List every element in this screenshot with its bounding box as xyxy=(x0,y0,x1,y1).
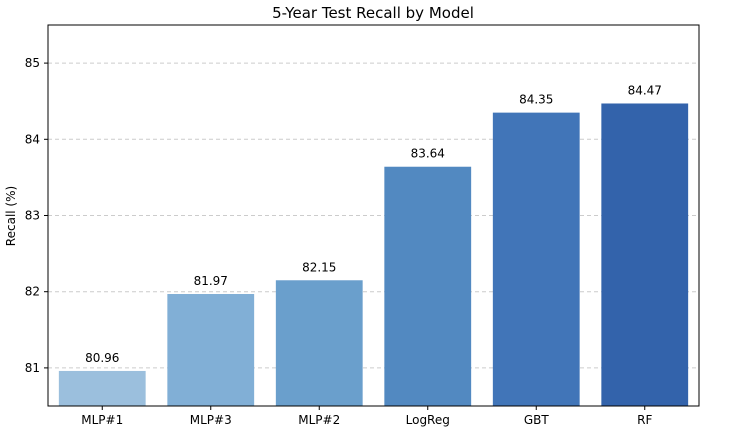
y-tick-label: 81 xyxy=(25,361,40,375)
x-tick-label: MLP#2 xyxy=(298,413,340,427)
bars xyxy=(58,103,689,407)
x-tick-label: GBT xyxy=(524,413,550,427)
data-label: 84.35 xyxy=(519,93,553,107)
data-labels: 80.96 81.97 82.15 83.64 84.35 84.47 xyxy=(85,83,662,364)
data-label: 84.47 xyxy=(628,83,662,97)
bar xyxy=(167,293,255,406)
x-tick-label: MLP#1 xyxy=(81,413,123,427)
x-tick-label: LogReg xyxy=(406,413,450,427)
x-axis-ticks: MLP#1 MLP#3 MLP#2 LogReg GBT RF xyxy=(81,406,652,427)
y-tick-label: 84 xyxy=(25,132,40,146)
y-axis-ticks: 81 82 83 84 85 xyxy=(25,56,48,375)
bar xyxy=(384,166,472,406)
x-tick-label: MLP#3 xyxy=(190,413,232,427)
x-tick-label: RF xyxy=(637,413,652,427)
bar xyxy=(275,280,363,406)
data-label: 80.96 xyxy=(85,351,119,365)
y-tick-label: 82 xyxy=(25,285,40,299)
bar xyxy=(492,112,580,406)
y-axis-label: Recall (%) xyxy=(4,186,18,246)
data-label: 83.64 xyxy=(411,147,445,161)
data-label: 81.97 xyxy=(194,274,228,288)
y-tick-label: 83 xyxy=(25,209,40,223)
data-label: 82.15 xyxy=(302,260,336,274)
y-tick-label: 85 xyxy=(25,56,40,70)
chart-title: 5-Year Test Recall by Model xyxy=(272,4,474,22)
bar xyxy=(601,103,689,407)
plot-frame xyxy=(47,24,700,407)
grid-lines xyxy=(48,62,699,369)
bar xyxy=(58,370,146,406)
